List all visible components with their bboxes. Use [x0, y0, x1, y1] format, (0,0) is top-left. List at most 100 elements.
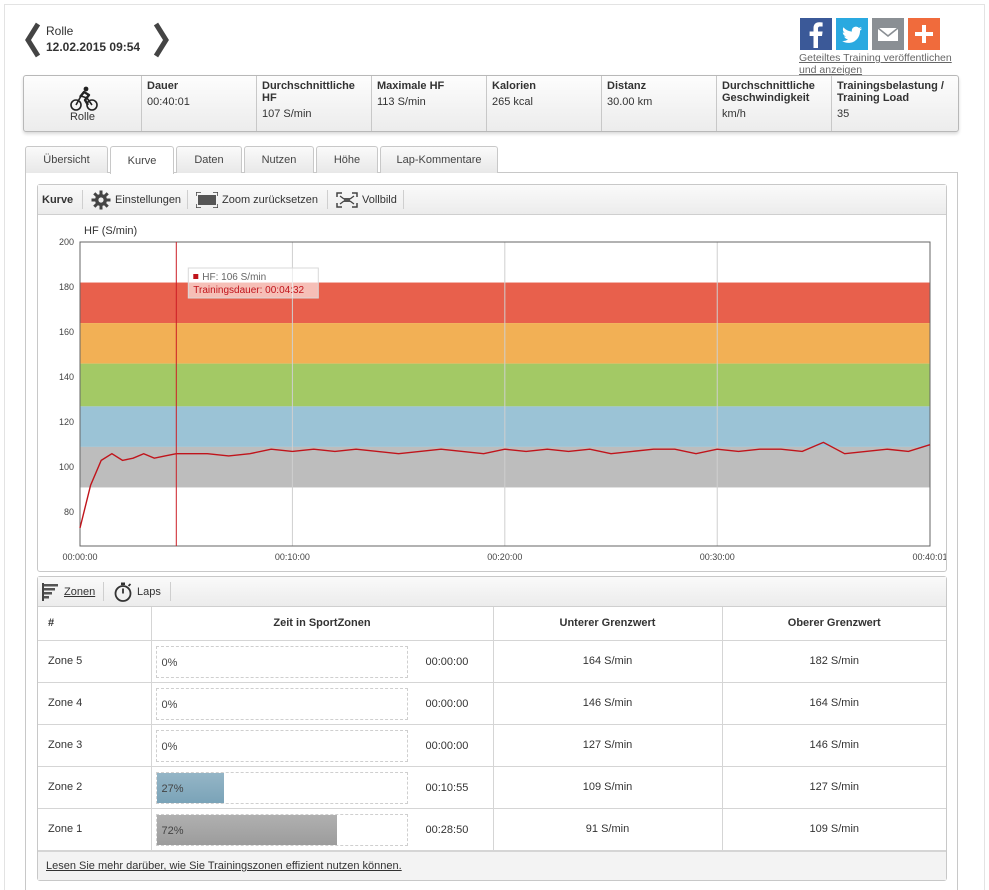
- y-axis-label: HF (S/min): [84, 225, 137, 237]
- zones-footer: Lesen Sie mehr darüber, wie Sie Training…: [38, 851, 946, 880]
- tooltip-duration: Trainingsdauer: 00:04:32: [193, 285, 304, 296]
- plot-border: [79, 241, 931, 547]
- table-row: Zone 1 72% 00:28:50 91 S/min 109 S/min: [38, 808, 946, 851]
- column-header: Oberer Grenzwert: [722, 607, 946, 641]
- next-training-arrow[interactable]: [152, 22, 170, 58]
- table-row: Zone 5 0% 00:00:00 164 S/min 182 S/min: [38, 640, 946, 683]
- metric-avg-hr: Durchschnittliche HF 107 S/min: [256, 76, 371, 131]
- y-tick-label: 120: [59, 417, 74, 427]
- toolbar-divider: [170, 582, 171, 601]
- mail-icon: [872, 18, 904, 50]
- toolbar-divider: [327, 190, 328, 209]
- zones-bars-icon: [42, 582, 58, 601]
- y-tick-label: 200: [59, 237, 74, 247]
- fullscreen-button[interactable]: Vollbild: [336, 185, 397, 214]
- zoom-reset-label: Zoom zurücksetzen: [222, 193, 318, 206]
- toolbar-divider: [82, 190, 83, 209]
- zones-table: # Zeit in SportZonen Unterer Grenzwert O…: [38, 607, 946, 851]
- zone-percent: 0%: [161, 698, 178, 711]
- heart-rate-line: [79, 441, 931, 529]
- zone-upper-limit: 182 S/min: [722, 640, 946, 683]
- metric-max-hr: Maximale HF 113 S/min: [371, 76, 486, 131]
- heart-rate-chart[interactable]: 80 100 120 140 160 180 200 00:00:00 00:10:00 00:2…: [38, 216, 946, 572]
- metric-label: Trainingsbelastung / Training Load: [837, 80, 944, 104]
- zone-lower-limit: 109 S/min: [493, 766, 723, 809]
- toolbar-divider: [187, 190, 188, 209]
- zones-table-header: # Zeit in SportZonen Unterer Grenzwert O…: [38, 607, 946, 641]
- zone-progress-bar: 0%: [155, 687, 408, 720]
- twitter-share-button[interactable]: [836, 18, 868, 50]
- summary-sport-label: Rolle: [69, 111, 96, 123]
- zone-time-cell: 27% 00:10:55: [151, 766, 494, 809]
- zones-panel: Zonen Laps # Zeit in SportZonen Unterer …: [37, 576, 947, 881]
- chevron-left-icon: [25, 22, 41, 58]
- tab-altitude[interactable]: Höhe: [316, 146, 378, 173]
- share-training-link[interactable]: Geteiltes Training veröffentlichen und a…: [799, 52, 952, 76]
- zoom-reset-button[interactable]: Zoom zurücksetzen: [196, 185, 318, 214]
- chevron-right-icon: [153, 22, 169, 58]
- stopwatch-icon: [114, 582, 132, 602]
- metric-label: Distanz: [607, 80, 647, 92]
- metric-value: 00:40:01: [147, 96, 190, 108]
- tab-benefit[interactable]: Nutzen: [244, 146, 314, 173]
- laps-toggle-label: Laps: [137, 585, 161, 598]
- facebook-icon: [800, 18, 832, 50]
- tab-lap-comments[interactable]: Lap-Kommentare: [380, 146, 498, 173]
- zone-lower-limit: 127 S/min: [493, 724, 723, 767]
- y-tick-label: 100: [59, 462, 74, 472]
- metric-value: 265 kcal: [492, 96, 533, 108]
- y-tick-label: 180: [59, 282, 74, 292]
- tab-data[interactable]: Daten: [176, 146, 242, 173]
- column-header: Unterer Grenzwert: [493, 607, 723, 641]
- zone-lower-limit: 164 S/min: [493, 640, 723, 683]
- zone-time: 00:00:00: [425, 655, 469, 668]
- table-row: Zone 2 27% 00:10:55 109 S/min 127 S/min: [38, 766, 946, 809]
- x-tick-label: 00:10:00: [275, 552, 310, 562]
- zones-toolbar: Zonen Laps: [38, 577, 946, 607]
- zone-progress-bar: 27%: [155, 771, 408, 804]
- previous-training-arrow[interactable]: [24, 22, 42, 58]
- table-row: Zone 3 0% 00:00:00 127 S/min 146 S/min: [38, 724, 946, 767]
- tab-curve[interactable]: Kurve: [110, 146, 174, 174]
- metric-avg-speed: Durchschnittliche Geschwindigkeit km/h: [716, 76, 831, 131]
- toolbar-divider: [103, 582, 104, 601]
- zone-time-cell: 0% 00:00:00: [151, 682, 494, 725]
- metric-training-load: Trainingsbelastung / Training Load 35: [831, 76, 958, 131]
- zone-name: Zone 2: [38, 766, 152, 809]
- tab-overview[interactable]: Übersicht: [25, 146, 108, 173]
- email-share-button[interactable]: [872, 18, 904, 50]
- metric-value: 30.00 km: [607, 96, 653, 108]
- zone-upper-limit: 109 S/min: [722, 808, 946, 851]
- summary-sport: Rolle: [24, 76, 141, 131]
- zone-time-cell: 0% 00:00:00: [151, 640, 494, 683]
- settings-button[interactable]: Einstellungen: [91, 185, 181, 214]
- tooltip-value: HF: 106 S/min: [202, 272, 266, 283]
- twitter-icon: [836, 18, 868, 50]
- metric-value: km/h: [722, 108, 746, 120]
- x-tick-label: 00:40:01: [912, 552, 946, 562]
- zone-time: 00:10:55: [425, 781, 469, 794]
- zone-progress-bar: 72%: [155, 813, 408, 846]
- metric-calories: Kalorien 265 kcal: [486, 76, 601, 131]
- curve-panel: Kurve Einstellungen Zoom zurücksetzen: [37, 184, 947, 572]
- zone-progress-bar: 0%: [155, 645, 408, 678]
- zone-name: Zone 5: [38, 640, 152, 683]
- settings-label: Einstellungen: [115, 193, 182, 206]
- zone-upper-limit: 127 S/min: [722, 766, 946, 809]
- zones-toggle[interactable]: Zonen: [42, 577, 95, 606]
- more-share-button[interactable]: [908, 18, 940, 50]
- zone-percent: 27%: [161, 782, 184, 795]
- laps-toggle[interactable]: Laps: [113, 577, 161, 606]
- zone-upper-limit: 146 S/min: [722, 724, 946, 767]
- zones-info-link[interactable]: Lesen Sie mehr darüber, wie Sie Training…: [46, 860, 402, 872]
- metric-distance: Distanz 30.00 km: [601, 76, 716, 131]
- metric-label: Kalorien: [492, 80, 537, 92]
- zone-time: 00:00:00: [425, 739, 469, 752]
- training-summary: Rolle Dauer 00:40:01 Durchschnittliche H…: [23, 75, 959, 132]
- facebook-share-button[interactable]: [800, 18, 832, 50]
- x-tick-label: 00:30:00: [700, 552, 735, 562]
- metric-duration: Dauer 00:40:01: [141, 76, 256, 131]
- metric-label: Dauer: [147, 80, 179, 92]
- zone-time-cell: 72% 00:28:50: [151, 808, 494, 851]
- curve-toolbar: Kurve Einstellungen Zoom zurücksetzen: [38, 185, 946, 215]
